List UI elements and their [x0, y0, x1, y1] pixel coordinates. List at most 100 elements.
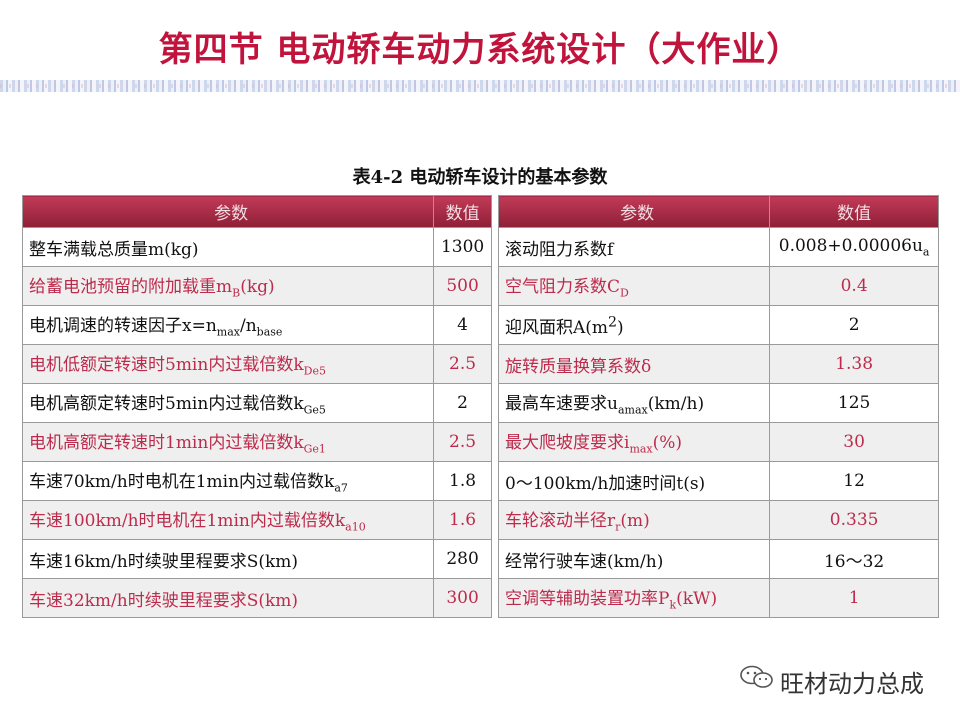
table-row: 给蓄电池预留的附加载重mB(kg) 500 — [21, 266, 492, 306]
param-unit: (m) — [620, 511, 650, 532]
param-value: 300 — [446, 588, 479, 608]
header-value: 数值 — [769, 195, 939, 228]
table-row: 最大爬坡度要求imax(%) 30 — [497, 422, 939, 462]
param-subscript: k — [669, 598, 677, 612]
param-subscript: Ge5 — [303, 403, 326, 417]
param-value: 12 — [843, 471, 865, 491]
value-cell: 0.008+0.00006ua — [769, 227, 939, 267]
param-cell: 给蓄电池预留的附加载重mB(kg) — [21, 266, 435, 306]
value-cell: 2.5 — [433, 344, 492, 384]
param-cell: 车速70km/h时电机在1min内过载倍数ka7 — [21, 461, 435, 501]
param-cell: 旋转质量换算系数δ — [497, 344, 771, 384]
decorative-band-dots — [0, 84, 960, 88]
table-row: 电机调速的转速因子x=nmax/nbase 4 — [21, 305, 492, 345]
value-cell: 125 — [769, 383, 939, 423]
value-cell: 1.6 — [433, 500, 492, 540]
param-cell: 电机调速的转速因子x=nmax/nbase — [21, 305, 435, 345]
param-value: 1.8 — [449, 471, 477, 491]
param-subscript: a10 — [345, 520, 366, 534]
param-label: 车速32km/h时续驶里程要求S(km) — [29, 590, 299, 611]
param-label: 车速70km/h时电机在1min内过载倍数k — [29, 472, 335, 493]
param-label: 给蓄电池预留的附加载重m — [29, 277, 233, 298]
value-cell: 1.8 — [433, 461, 492, 501]
value-cell: 1.38 — [769, 344, 939, 384]
value-cell: 2.5 — [433, 422, 492, 462]
header-param: 参数 — [21, 195, 435, 228]
param-label: 车速16km/h时续驶里程要求S(km) — [29, 551, 299, 572]
header-param: 参数 — [497, 195, 771, 228]
param-cell: 整车满载总质量m(kg) — [21, 227, 435, 267]
param-value: 500 — [446, 276, 479, 296]
header-value: 数值 — [433, 195, 492, 228]
parameter-table-right: 参数 数值 滚动阻力系数f 0.008+0.00006ua 空气阻力系数CD 0.4 迎… — [497, 195, 939, 618]
value-cell: 280 — [433, 539, 492, 579]
param-subscript: r — [615, 520, 621, 534]
value-cell: 30 — [769, 422, 939, 462]
param-value: 2 — [457, 393, 468, 413]
param-superscript: 2 — [608, 313, 618, 330]
param-unit: (kg) — [240, 277, 275, 298]
param-label: 电机低额定转速时5min内过载倍数k — [29, 355, 304, 376]
table-caption: 表4-2 电动轿车设计的基本参数 — [352, 167, 608, 188]
param-subscript-2: base — [256, 325, 283, 339]
param-unit: (km/h) — [647, 394, 705, 415]
param-value: 1 — [848, 588, 860, 608]
table-row: 空气阻力系数CD 0.4 — [497, 266, 939, 306]
value-cell: 500 — [433, 266, 492, 306]
param-cell: 车速16km/h时续驶里程要求S(km) — [21, 539, 435, 579]
param-cell: 车轮滚动半径rr(m) — [497, 500, 771, 540]
param-label: 整车满载总质量m(kg) — [29, 239, 199, 260]
param-cell: 车速100km/h时电机在1min内过载倍数ka10 — [21, 500, 435, 540]
param-cell: 最大爬坡度要求imax(%) — [497, 422, 771, 462]
param-value: 30 — [843, 432, 865, 452]
param-subscript: De5 — [303, 364, 326, 378]
param-cell: 电机低额定转速时5min内过载倍数kDe5 — [21, 344, 435, 384]
value-cell: 0.4 — [769, 266, 939, 306]
parameter-table-left: 参数 数值 整车满载总质量m(kg) 1300 给蓄电池预留的附加载重mB(kg) 5… — [21, 195, 492, 618]
param-value: 2.5 — [449, 354, 477, 374]
param-label-mid: /n — [239, 316, 257, 337]
table-row: 电机低额定转速时5min内过载倍数kDe5 2.5 — [21, 344, 492, 384]
param-subscript: a7 — [334, 481, 348, 495]
table-row: 车速32km/h时续驶里程要求S(km) 300 — [21, 578, 492, 618]
param-unit: (kW) — [676, 589, 718, 610]
param-value: 0.335 — [829, 510, 879, 530]
table-row: 旋转质量换算系数δ 1.38 — [497, 344, 939, 384]
value-cell: 0.335 — [769, 500, 939, 540]
table-row: 空调等辅助装置功率Pk(kW) 1 — [497, 578, 939, 618]
table-row: 车速16km/h时续驶里程要求S(km) 280 — [21, 539, 492, 579]
slide-title: 第四节 电动轿车动力系统设计（大作业） — [158, 30, 802, 70]
table-row: 最高车速要求uamax(km/h) 125 — [497, 383, 939, 423]
param-unit: (%) — [652, 433, 683, 454]
param-label: 电机调速的转速因子x=n — [29, 316, 217, 337]
table-row: 电机高额定转速时1min内过载倍数kGe1 2.5 — [21, 422, 492, 462]
param-unit: ) — [617, 317, 624, 338]
param-subscript: D — [620, 286, 629, 300]
param-cell: 迎风面积A(m2) — [497, 305, 771, 345]
wechat-icon — [740, 665, 773, 688]
table-row: 车轮滚动半径rr(m) 0.335 — [497, 500, 939, 540]
param-value: 0.008+0.00006u — [778, 235, 923, 256]
table-row: 电机高额定转速时5min内过载倍数kGe5 2 — [21, 383, 492, 423]
param-label: 0～100km/h加速时间t(s) — [505, 473, 706, 494]
param-value: 125 — [837, 393, 871, 413]
param-label: 车轮滚动半径r — [505, 511, 616, 532]
param-label: 电机高额定转速时1min内过载倍数k — [29, 433, 304, 454]
param-cell: 车速32km/h时续驶里程要求S(km) — [21, 578, 435, 618]
param-value: 1.38 — [835, 354, 874, 374]
value-cell: 1300 — [433, 227, 492, 267]
value-cell: 16～32 — [769, 539, 939, 579]
param-value: 2 — [848, 315, 860, 335]
param-value: 16～32 — [823, 551, 885, 572]
param-label: 最大爬坡度要求i — [505, 433, 630, 454]
footer-watermark: 旺材动力总成 — [780, 670, 924, 698]
param-cell: 经常行驶车速(km/h) — [497, 539, 771, 579]
table-row: 经常行驶车速(km/h) 16～32 — [497, 539, 939, 579]
param-value: 0.4 — [840, 276, 868, 296]
param-value: 4 — [457, 315, 468, 335]
table-row: 0～100km/h加速时间t(s) 12 — [497, 461, 939, 501]
param-cell: 最高车速要求uamax(km/h) — [497, 383, 771, 423]
value-cell: 2 — [769, 305, 939, 345]
param-subscript: max — [216, 325, 240, 339]
param-label: 旋转质量换算系数δ — [505, 356, 652, 377]
